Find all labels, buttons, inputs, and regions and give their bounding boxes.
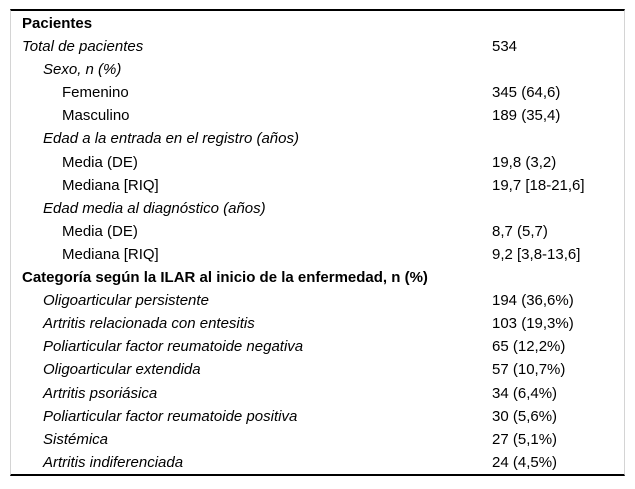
table-row: Poliarticular factor reumatoide negativa… [11,335,624,358]
table-row: Mediana [RIQ] 19,7 [18-21,6] [11,174,624,197]
table-row: Poliarticular factor reumatoide positiva… [11,405,624,428]
row-label: Oligoarticular extendida [43,361,201,379]
row-label: Media (DE) [62,153,138,171]
row-label: Pacientes [22,15,93,32]
row-value: 534 [492,38,518,56]
table-row: Media (DE) 19,8 (3,2) [11,151,624,174]
table-row: Total de pacientes 534 [11,35,624,58]
table-row: Media (DE) 8,7 (5,7) [11,220,624,243]
row-label: Masculino [62,107,130,125]
row-value: 103 (19,3%) [492,315,574,333]
row-label: Total de pacientes [22,38,144,56]
row-label: Artritis relacionada con entesitis [43,315,255,333]
row-label: Categoría según la ILAR al inicio de la … [22,269,428,287]
table-row: Artritis indiferenciada 24 (4,5%) [11,451,624,474]
row-label: Media (DE) [62,222,138,240]
table-row: Pacientes [11,12,624,35]
table-row: Femenino 345 (64,6) [11,81,624,104]
table-row: Edad media al diagnóstico (años) [11,197,624,220]
row-label: Edad a la entrada en el registro (años) [43,130,299,148]
row-label: Oligoarticular persistente [43,292,209,310]
table-row: Artritis psoriásica 34 (6,4%) [11,382,624,405]
row-value: 30 (5,6%) [492,407,558,425]
row-value: 19,8 (3,2) [492,153,557,171]
table-row: Categoría según la ILAR al inicio de la … [11,266,624,289]
row-value: 19,7 [18-21,6] [492,176,585,194]
row-value: 65 (12,2%) [492,338,566,356]
row-value: 34 (6,4%) [492,384,558,402]
table-row: Sistémica 27 (5,1%) [11,428,624,451]
row-label: Sexo, n (%) [43,61,122,79]
table-row: Mediana [RIQ] 9,2 [3,8-13,6] [11,243,624,266]
row-value: 9,2 [3,8-13,6] [492,245,581,263]
row-value: 8,7 (5,7) [492,222,548,240]
row-value: 345 (64,6) [492,84,561,102]
row-value: 189 (35,4) [492,107,561,125]
row-label: Mediana [RIQ] [62,245,159,263]
table-row: Oligoarticular persistente 194 (36,6%) [11,289,624,312]
patients-statistics-table: Pacientes Total de pacientes 534 Sexo, n… [10,9,625,476]
table-rows: Pacientes Total de pacientes 534 Sexo, n… [11,11,624,474]
row-label: Poliarticular factor reumatoide positiva [43,407,298,425]
row-label: Sistémica [43,430,109,448]
table-row: Sexo, n (%) [11,58,624,81]
row-value: 57 (10,7%) [492,361,566,379]
table-row: Edad a la entrada en el registro (años) [11,127,624,150]
table-row: Artritis relacionada con entesitis 103 (… [11,312,624,335]
table-row: Masculino 189 (35,4) [11,104,624,127]
row-label: Artritis indiferenciada [43,453,184,471]
row-label: Mediana [RIQ] [62,176,159,194]
row-label: Poliarticular factor reumatoide negativa [43,338,304,356]
table-row: Oligoarticular extendida 57 (10,7%) [11,358,624,381]
row-value: 24 (4,5%) [492,453,558,471]
row-value: 27 (5,1%) [492,430,558,448]
row-value: 194 (36,6%) [492,292,574,310]
row-label: Femenino [62,84,129,102]
row-label: Artritis psoriásica [43,384,158,402]
row-label: Edad media al diagnóstico (años) [43,199,266,217]
